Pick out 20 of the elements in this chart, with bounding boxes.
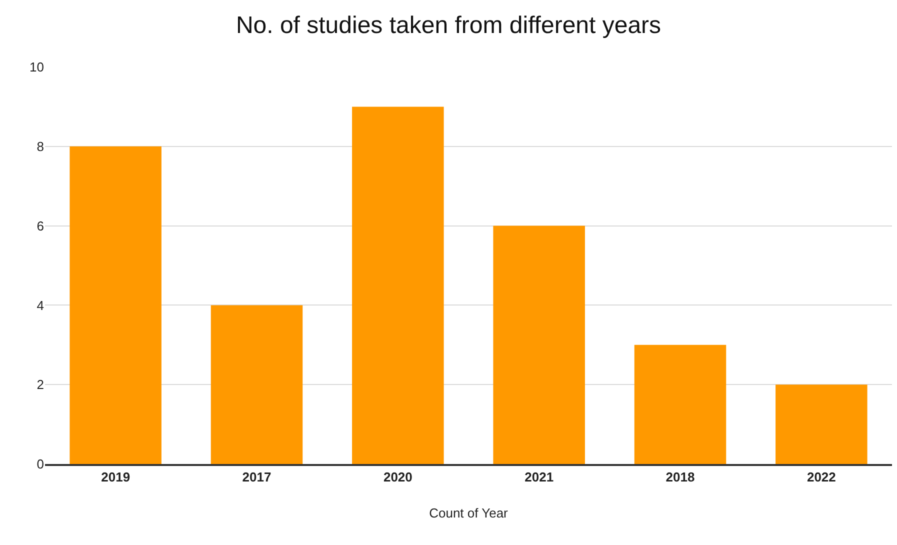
x-axis-title: Count of Year	[429, 505, 509, 520]
bar	[352, 106, 444, 464]
x-tick-label: 2020	[383, 469, 412, 484]
bar	[70, 146, 162, 464]
bar	[210, 305, 303, 464]
x-tick-label: 2019	[101, 469, 130, 484]
chart-title: No. of studies taken from different years	[236, 12, 662, 39]
bar	[634, 344, 726, 464]
bar	[493, 226, 585, 464]
x-tick-label: 2021	[524, 469, 554, 484]
x-tick-label: 2017	[242, 469, 272, 484]
x-tick-label: 2022	[806, 469, 836, 484]
y-tick-label: 2	[36, 377, 44, 392]
y-tick-label: 6	[36, 218, 44, 234]
y-tick-label: 8	[36, 138, 44, 154]
bar	[776, 384, 868, 464]
x-tick-label: 2018	[666, 469, 695, 484]
y-tick-label: 4	[36, 298, 44, 313]
y-tick-label: 0	[36, 456, 44, 472]
y-tick-label: 10	[30, 60, 44, 75]
